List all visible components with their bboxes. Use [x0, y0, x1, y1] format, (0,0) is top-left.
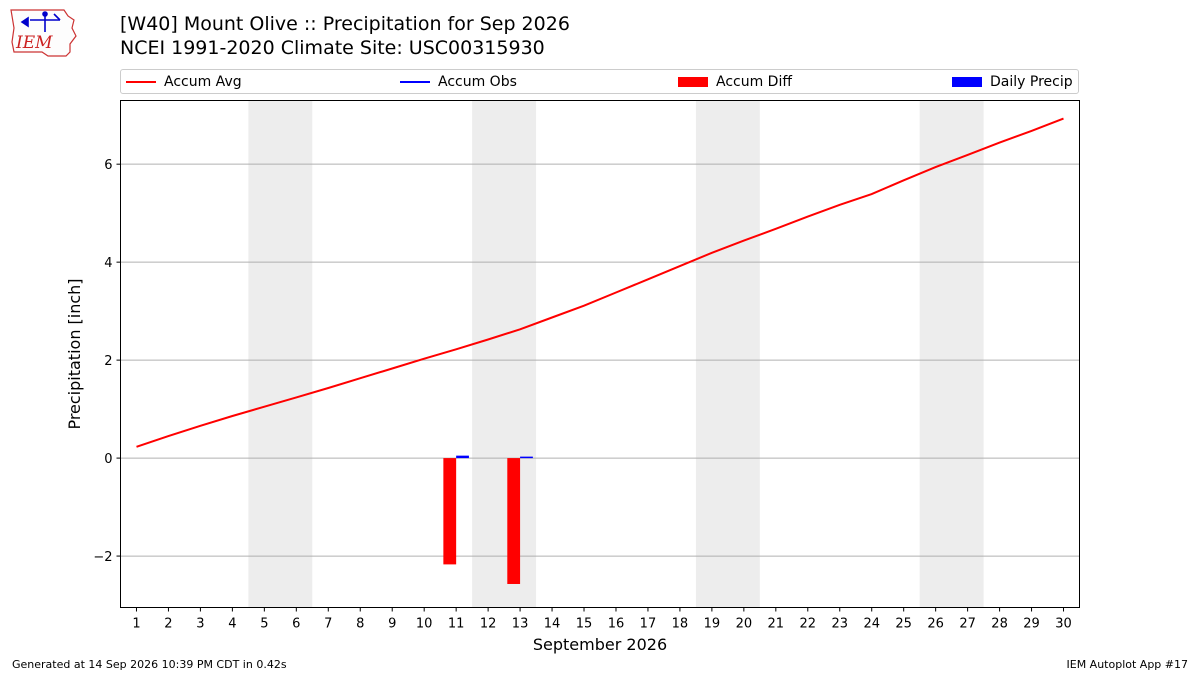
legend-label-accum-diff: Accum Diff: [716, 73, 793, 90]
weekend-shade-1: [248, 100, 313, 608]
weekend-shade-2: [472, 100, 537, 608]
weekend-shade-4: [919, 100, 984, 608]
y-tick-label: 4: [104, 256, 112, 271]
y-tick-label: 0: [104, 452, 112, 467]
chart-title: [W40] Mount Olive :: Precipitation for S…: [120, 13, 570, 35]
x-tick-label: 3: [196, 617, 204, 632]
legend-swatch-accum-diff: [678, 76, 708, 87]
x-tick-label: 8: [356, 617, 364, 632]
weekend-shade-3: [695, 100, 760, 608]
x-tick-label: 28: [991, 617, 1008, 632]
legend-label-accum-obs: Accum Obs: [438, 73, 517, 90]
x-tick-label: 2: [164, 617, 172, 632]
accum-diff-bar: [443, 458, 457, 565]
logo-text: IEM: [15, 33, 53, 53]
x-tick-label: 10: [416, 617, 433, 632]
x-tick-label: 24: [863, 617, 880, 632]
x-tick-label: 14: [544, 617, 561, 632]
legend-item-daily-precip: Daily Precip: [952, 70, 1073, 93]
iem-logo: IEM: [10, 9, 77, 57]
x-tick-label: 20: [736, 617, 753, 632]
y-tick-label: −2: [93, 550, 112, 565]
footer-app-text: IEM Autoplot App #17: [1066, 658, 1189, 671]
x-tick-label: 25: [895, 617, 912, 632]
x-tick-label: 15: [576, 617, 593, 632]
footer-generated-text: Generated at 14 Sep 2026 10:39 PM CDT in…: [12, 658, 287, 671]
x-tick-label: 5: [260, 617, 268, 632]
x-tick-label: 16: [608, 617, 625, 632]
x-tick-label: 19: [704, 617, 721, 632]
legend-label-accum-avg: Accum Avg: [164, 73, 242, 90]
x-tick-label: 18: [672, 617, 689, 632]
x-tick-label: 13: [512, 617, 529, 632]
x-tick-label: 22: [800, 617, 817, 632]
chart-subtitle: NCEI 1991-2020 Climate Site: USC00315930: [120, 37, 545, 59]
x-tick-label: 11: [448, 617, 465, 632]
daily-precip-bar: [520, 456, 533, 459]
legend-item-accum-obs: Accum Obs: [400, 70, 517, 93]
legend-swatch-daily-precip: [952, 76, 982, 87]
y-axis-label: Precipitation [inch]: [65, 278, 84, 429]
x-tick-label: 30: [1055, 617, 1072, 632]
x-tick-label: 6: [292, 617, 300, 632]
x-tick-label: 7: [324, 617, 332, 632]
x-tick-label: 27: [959, 617, 976, 632]
legend-label-daily-precip: Daily Precip: [990, 73, 1073, 90]
accum-diff-bar: [507, 458, 521, 584]
legend-item-accum-avg: Accum Avg: [126, 70, 242, 93]
daily-precip-bar: [456, 455, 469, 459]
x-tick-label: 21: [768, 617, 785, 632]
legend-swatch-accum-avg: [126, 80, 156, 83]
x-axis-label: September 2026: [533, 635, 667, 654]
x-tick-label: 26: [927, 617, 944, 632]
x-tick-label: 17: [640, 617, 657, 632]
legend-swatch-accum-obs: [400, 80, 430, 83]
x-tick-label: 29: [1023, 617, 1040, 632]
x-tick-label: 9: [388, 617, 396, 632]
x-tick-label: 1: [132, 617, 140, 632]
x-tick-label: 23: [831, 617, 848, 632]
accum-avg-line: [136, 117, 1064, 448]
x-tick-label: 12: [480, 617, 497, 632]
weather-station-icon: [20, 11, 61, 32]
y-tick-label: 6: [104, 158, 112, 173]
plot-frame: [120, 100, 1080, 608]
y-tick-label: 2: [104, 354, 112, 369]
chart-legend: Accum Avg Accum Obs Accum Diff Daily Pre…: [120, 69, 1079, 94]
x-tick-label: 4: [228, 617, 236, 632]
legend-item-accum-diff: Accum Diff: [678, 70, 792, 93]
